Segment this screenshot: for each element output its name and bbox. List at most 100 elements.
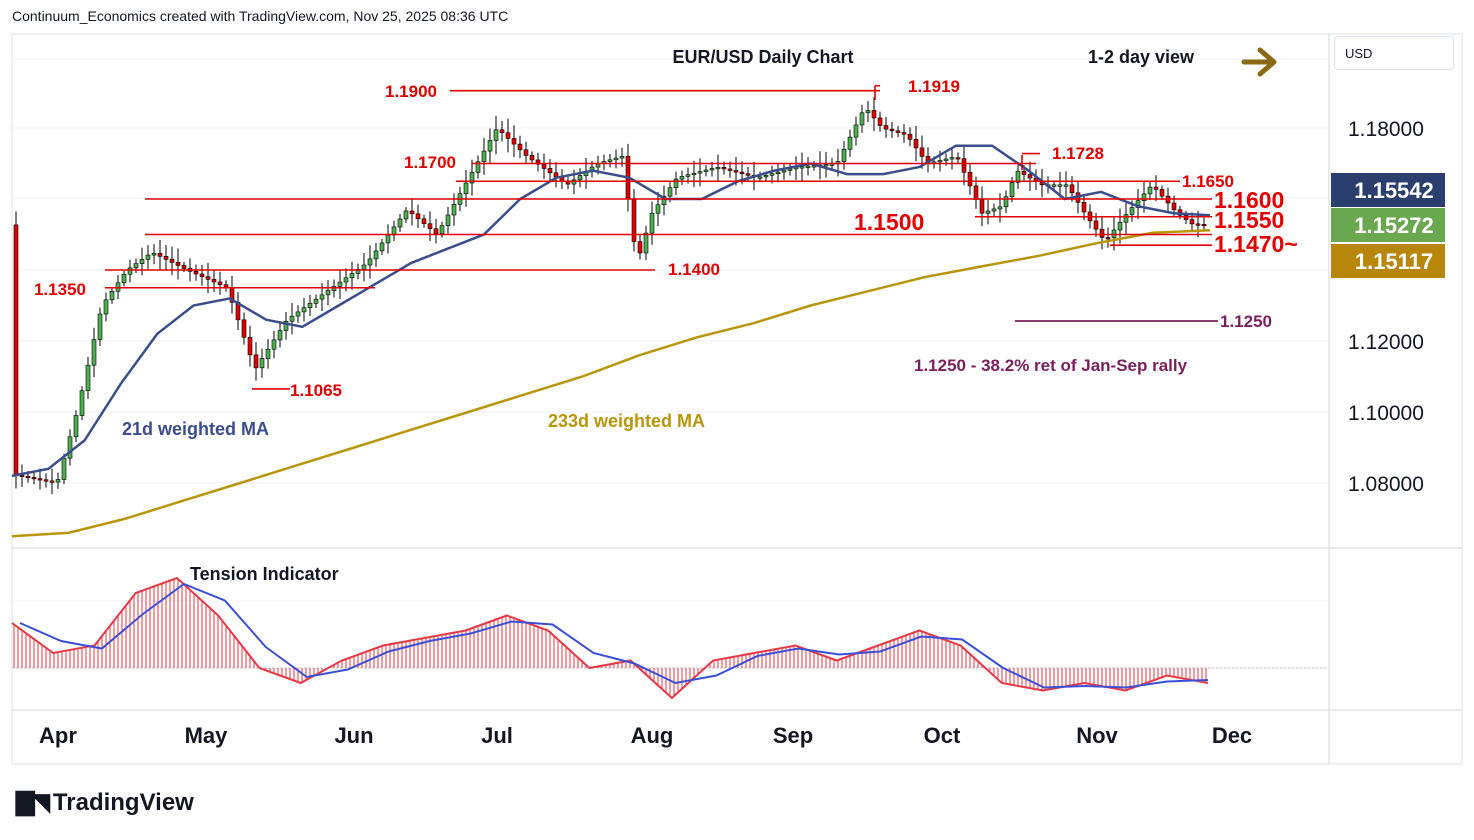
candle-body xyxy=(67,436,73,459)
candle-body xyxy=(805,165,811,168)
candle-body xyxy=(871,110,877,119)
candle-body xyxy=(463,182,469,194)
candle-body xyxy=(79,390,85,416)
candle-body xyxy=(505,132,511,139)
candle-body xyxy=(343,277,349,283)
candle-body xyxy=(319,294,325,300)
candle-body xyxy=(913,139,919,149)
x-tick-label: Oct xyxy=(924,723,961,748)
candle-body xyxy=(1189,219,1195,225)
candle-body xyxy=(85,364,91,392)
candle-body xyxy=(781,170,787,173)
candle-body xyxy=(847,136,853,150)
y-tick-label: 1.12000 xyxy=(1348,331,1424,354)
candle-body xyxy=(1129,207,1135,215)
candle-body xyxy=(523,149,529,156)
price-badge xyxy=(1331,244,1445,278)
level-label: 1.1350 xyxy=(34,280,86,299)
candle-body xyxy=(325,290,331,296)
candle-body xyxy=(145,254,151,260)
ma233-label: 233d weighted MA xyxy=(548,411,705,431)
x-tick-label: Jul xyxy=(481,723,513,748)
candle-body xyxy=(397,218,403,228)
candle-body xyxy=(967,172,973,187)
candle-body xyxy=(715,167,721,170)
candle-body xyxy=(1027,174,1033,179)
candle-body xyxy=(295,311,301,317)
candle-body xyxy=(763,175,769,178)
price-badge-label: 1.15272 xyxy=(1354,213,1434,238)
candle-body xyxy=(1135,200,1141,208)
candle-body xyxy=(757,176,763,179)
candle-body xyxy=(1123,214,1129,223)
candle-body xyxy=(61,457,67,480)
candle-body xyxy=(91,339,97,366)
candle-body xyxy=(709,168,715,171)
ma21-label: 21d weighted MA xyxy=(122,419,269,439)
candle-body xyxy=(1003,196,1009,208)
tradingview-logo[interactable]: ▇◥ TradingView xyxy=(16,788,194,817)
right-arrow-icon xyxy=(1241,47,1277,77)
candle-body xyxy=(889,128,895,132)
candle-body xyxy=(1015,170,1021,183)
candle-body xyxy=(313,298,319,304)
level-label: 1.1065 xyxy=(290,381,342,400)
candle-body xyxy=(865,110,871,114)
candle-body xyxy=(55,479,61,483)
candle-body xyxy=(979,199,985,214)
candle-body xyxy=(49,480,55,483)
candle-body xyxy=(403,210,409,220)
level-label: 1.1500 xyxy=(854,209,924,235)
candle-body xyxy=(1081,202,1087,213)
candle-body xyxy=(547,168,553,174)
candle-body xyxy=(379,242,385,252)
candle-body xyxy=(511,138,517,145)
candle-body xyxy=(703,169,709,172)
candle-body xyxy=(577,175,583,181)
candle-body xyxy=(691,172,697,176)
chart-frame xyxy=(11,33,1463,765)
chart-header: Continuum_Economics created with Trading… xyxy=(12,8,509,24)
candle-body xyxy=(697,171,703,174)
candle-body xyxy=(823,164,829,167)
tension-indicator-label: Tension Indicator xyxy=(190,564,339,584)
fib-annotation: 1.1250 - 38.2% ret of Jan-Sep rally xyxy=(914,356,1188,375)
currency-selector[interactable]: USD xyxy=(1334,36,1454,70)
candle-body xyxy=(439,225,445,234)
candle-body xyxy=(1195,223,1201,226)
candle-body xyxy=(193,271,199,275)
candle-body xyxy=(361,264,367,270)
candle-body xyxy=(481,150,487,163)
level-label: 1.1470~ xyxy=(1214,231,1298,257)
candle-body xyxy=(1099,228,1105,238)
x-tick-label: Apr xyxy=(39,723,77,748)
candle-body xyxy=(493,129,499,141)
candle-body xyxy=(799,166,805,169)
candle-body xyxy=(613,157,619,161)
candle-body xyxy=(211,279,217,283)
candle-body xyxy=(685,174,691,177)
candle-body xyxy=(1147,186,1153,195)
candle-body xyxy=(1153,186,1159,190)
candle-body xyxy=(385,234,391,244)
candle-body xyxy=(13,224,19,476)
candle-body xyxy=(1093,220,1099,230)
candle-body xyxy=(169,259,175,263)
candle-body xyxy=(283,320,289,331)
candle-body xyxy=(103,299,109,315)
candle-body xyxy=(619,156,625,159)
candle-body xyxy=(1009,182,1015,197)
candle-body xyxy=(937,160,943,163)
level-label: 1.1919 xyxy=(908,77,960,96)
tension-line xyxy=(11,576,1209,700)
tradingview-logo-text: TradingView xyxy=(52,788,194,816)
candle-body xyxy=(409,210,415,215)
candle-body xyxy=(679,176,685,180)
candle-body xyxy=(661,195,667,205)
candle-body xyxy=(247,337,253,356)
candle-body xyxy=(529,155,535,161)
level-label: 1.1250 xyxy=(1220,312,1272,331)
candle-body xyxy=(943,158,949,161)
candle-body xyxy=(433,228,439,234)
y-tick-label: 1.10000 xyxy=(1348,402,1424,425)
